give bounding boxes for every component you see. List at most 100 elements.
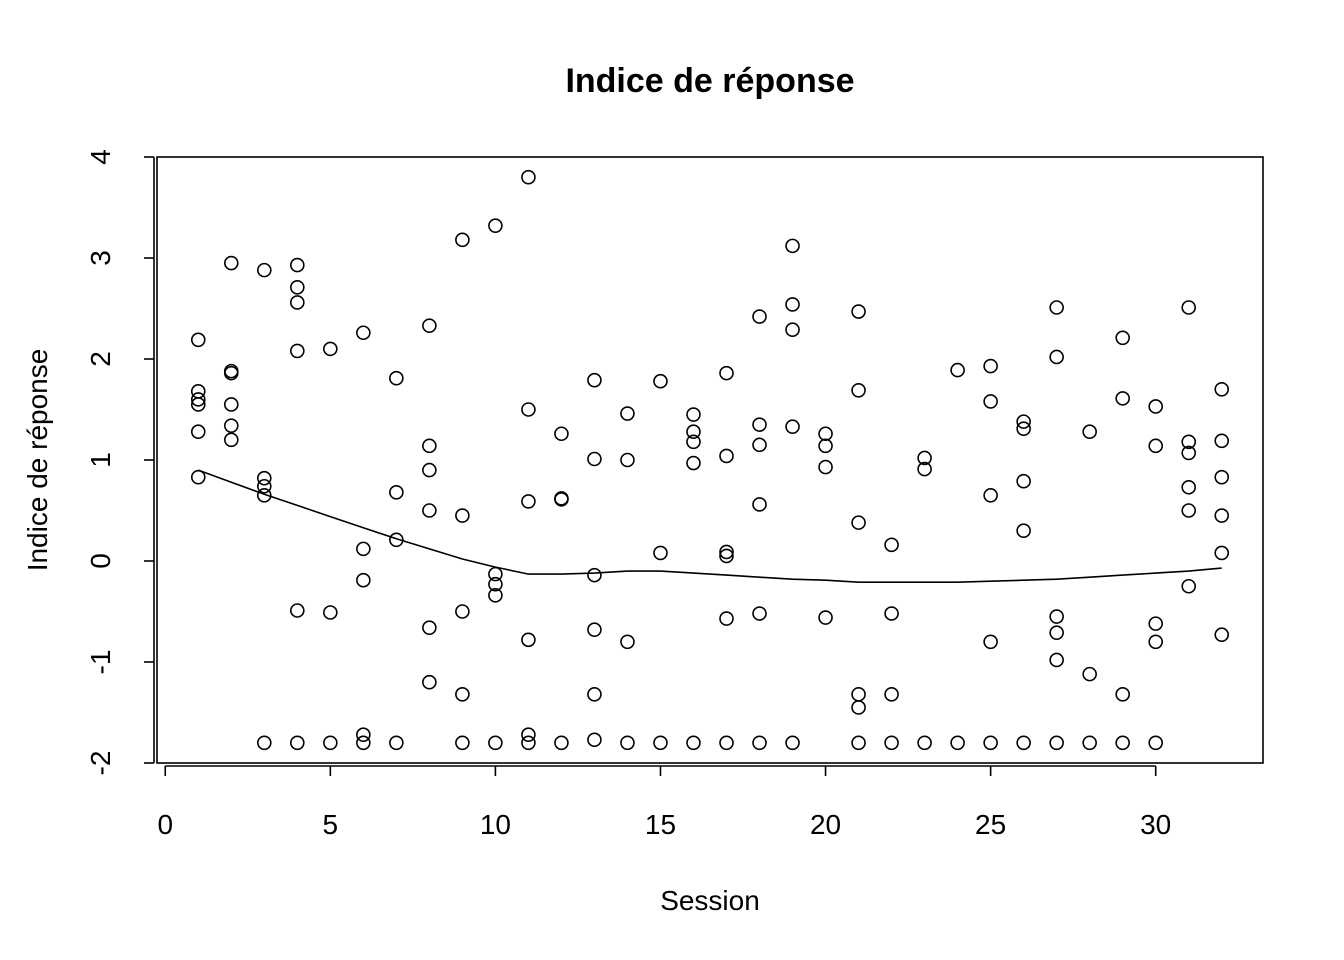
data-point <box>785 297 800 312</box>
data-point <box>917 450 932 466</box>
data-point <box>785 419 800 434</box>
data-point <box>1181 503 1197 518</box>
data-point <box>785 238 800 254</box>
data-point <box>488 576 503 592</box>
x-tick-label: 10 <box>480 809 511 840</box>
data-point <box>983 358 998 374</box>
data-point <box>884 735 899 751</box>
data-point <box>521 169 536 185</box>
data-point <box>884 537 899 553</box>
data-point <box>686 434 701 450</box>
data-point <box>1148 616 1164 631</box>
data-point <box>1082 735 1097 751</box>
data-point <box>190 397 206 412</box>
data-point <box>356 727 371 743</box>
y-tick-label: -1 <box>85 650 116 675</box>
data-point <box>620 634 635 650</box>
data-point <box>256 478 272 494</box>
data-point <box>290 603 305 618</box>
data-point <box>1214 469 1230 485</box>
data-point <box>785 322 800 338</box>
data-point <box>884 687 899 702</box>
data-point <box>1115 735 1130 751</box>
data-point <box>719 548 734 564</box>
data-point <box>1082 424 1097 440</box>
data-point <box>554 735 569 751</box>
data-point <box>455 687 470 702</box>
data-point <box>1115 391 1130 406</box>
data-point <box>455 604 470 619</box>
data-point <box>290 257 305 273</box>
data-point <box>488 588 503 603</box>
y-axis-label: Indice de réponse <box>22 349 53 572</box>
data-point <box>223 432 239 448</box>
data-point <box>1049 652 1064 668</box>
data-point <box>785 735 800 751</box>
data-point <box>719 365 734 381</box>
data-point <box>256 470 272 486</box>
data-point <box>1016 473 1031 489</box>
data-point <box>223 365 239 381</box>
data-point <box>851 515 866 530</box>
data-point <box>818 610 833 625</box>
data-point <box>323 605 338 620</box>
data-point <box>521 632 536 648</box>
data-point <box>752 497 767 512</box>
data-point <box>290 295 305 310</box>
data-point <box>884 606 899 621</box>
smooth-line <box>198 469 1222 583</box>
data-point <box>554 426 569 442</box>
data-point <box>1016 414 1031 429</box>
data-point <box>290 279 305 295</box>
data-point <box>587 372 602 388</box>
data-point <box>1181 434 1197 450</box>
data-point <box>653 545 668 561</box>
data-point <box>1148 735 1164 751</box>
data-point <box>356 572 371 588</box>
data-point <box>983 394 998 409</box>
data-point <box>752 417 767 432</box>
y-tick-label: 3 <box>85 250 116 266</box>
data-point <box>1148 438 1164 454</box>
data-point <box>1049 735 1064 751</box>
data-point <box>1214 545 1230 561</box>
data-point <box>950 362 965 378</box>
data-point <box>686 455 701 471</box>
data-point <box>983 634 998 650</box>
data-point <box>455 232 470 248</box>
data-point <box>983 488 998 503</box>
data-point <box>620 452 635 468</box>
data-point <box>223 397 239 412</box>
data-point <box>1016 421 1031 436</box>
data-point <box>356 541 371 557</box>
data-point <box>190 392 206 407</box>
data-point <box>290 343 305 359</box>
data-point <box>1049 625 1064 641</box>
data-point <box>983 735 998 751</box>
data-point <box>521 402 536 417</box>
data-point <box>818 459 833 475</box>
data-point <box>223 255 239 271</box>
data-point <box>1181 445 1197 461</box>
data-point <box>223 418 239 433</box>
data-point <box>422 674 437 690</box>
data-point <box>719 544 734 560</box>
data-point <box>752 606 767 621</box>
data-point <box>256 262 272 278</box>
y-tick-label: 1 <box>85 452 116 468</box>
data-point <box>1181 578 1197 594</box>
x-tick-label: 25 <box>975 809 1006 840</box>
y-tick-label: 4 <box>85 149 116 165</box>
data-point <box>1214 627 1230 643</box>
data-point <box>917 461 932 477</box>
data-point <box>686 424 701 440</box>
x-tick-label: 15 <box>645 809 676 840</box>
data-point <box>653 735 668 751</box>
data-point <box>389 485 404 500</box>
data-point <box>190 469 206 485</box>
data-point <box>422 620 437 635</box>
data-point <box>1016 523 1031 539</box>
data-point <box>587 451 602 467</box>
data-point <box>653 373 668 389</box>
